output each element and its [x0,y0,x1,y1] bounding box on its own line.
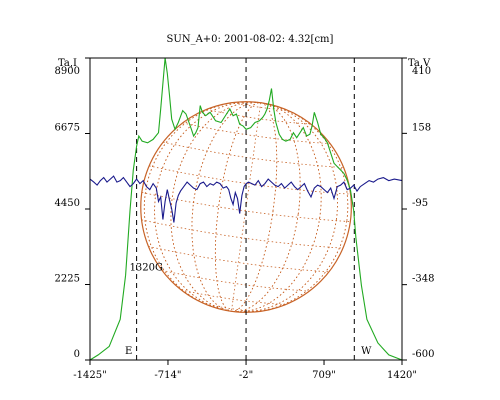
dashed-marker-lines [136,58,355,360]
right-y-tick-label: 158 [412,122,431,133]
annotation-label: 1320G [130,262,163,273]
limb-label-w: W [361,346,372,357]
left-y-tick-label: 0 [74,349,80,360]
parallel-line [161,269,310,292]
parallel-line [148,246,330,273]
left-y-tick-label: 2225 [55,274,80,285]
x-tick-label: -1425" [73,370,106,381]
parallel-line [182,122,331,145]
left-y-axis-ticks: 8900 6675 4450 2225 0 [55,57,90,361]
x-tick-label: -714" [154,370,181,381]
left-y-tick-label: 8900 [55,66,80,77]
meridian-line [191,102,301,312]
polarization-series-line [89,175,403,223]
parallel-line [181,289,286,306]
parallel-line [204,303,259,312]
x-axis-ticks: -1425" -714" -2" 709" 1420" [73,360,417,381]
meridian-line [154,101,338,313]
parallel-line [149,165,351,195]
parallel-line [163,141,344,168]
meridian-line [170,101,322,313]
x-tick-label: 1420" [387,370,417,381]
x-tick-label: -2" [239,370,253,381]
chart-title: SUN_A+0: 2001-08-02: 4.32[cm] [167,34,334,45]
right-y-tick-label: -348 [412,274,434,285]
parallel-line [233,102,288,111]
right-y-tick-label: 410 [412,66,431,77]
left-y-tick-label: 6675 [55,123,80,134]
left-axis-label: Ta,I [58,58,77,69]
data-series [89,57,403,361]
meridian-line [143,101,349,313]
right-y-tick-label: -95 [412,198,428,209]
parallel-line [141,219,343,249]
x-tick-label: 709" [312,370,336,381]
left-y-tick-label: 4450 [55,198,80,209]
right-axis-label: Ta,V [408,58,431,69]
meridian-line [214,102,278,312]
parallel-line [206,108,311,125]
limb-label-e: E [125,346,132,357]
right-y-axis-ticks: 410 158 -95 -348 -600 [402,57,434,361]
intensity-series-line [89,57,403,361]
right-y-tick-label: -600 [412,349,434,360]
parallel-line [141,191,351,223]
